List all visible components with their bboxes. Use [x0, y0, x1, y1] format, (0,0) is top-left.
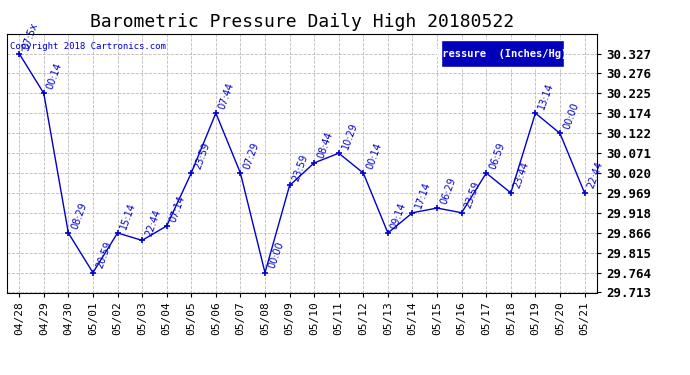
- Text: Copyright 2018 Cartronics.com: Copyright 2018 Cartronics.com: [10, 42, 166, 51]
- Text: 00:14: 00:14: [365, 141, 384, 170]
- Text: 09:14: 09:14: [389, 201, 408, 230]
- Text: 06:59: 06:59: [488, 141, 506, 170]
- Text: 06:29: 06:29: [438, 176, 457, 205]
- Text: 22:44: 22:44: [144, 208, 162, 238]
- Text: 13:14: 13:14: [537, 81, 555, 110]
- Text: 07:14: 07:14: [168, 194, 187, 223]
- Text: 22:44: 22:44: [586, 160, 605, 190]
- Text: 07:44: 07:44: [217, 81, 236, 110]
- Text: 00:00: 00:00: [266, 240, 285, 270]
- Title: Barometric Pressure Daily High 20180522: Barometric Pressure Daily High 20180522: [90, 13, 514, 31]
- Text: 10:29: 10:29: [340, 121, 359, 150]
- Text: 08:44: 08:44: [315, 130, 335, 160]
- Text: 17:14: 17:14: [414, 180, 433, 210]
- Text: 23:59: 23:59: [291, 153, 310, 183]
- Text: 07:29: 07:29: [241, 141, 261, 170]
- FancyBboxPatch shape: [440, 40, 564, 68]
- Text: 23:44: 23:44: [512, 160, 531, 190]
- Text: Pressure  (Inches/Hg): Pressure (Inches/Hg): [435, 49, 567, 59]
- Text: 23:59: 23:59: [463, 180, 482, 210]
- Text: 20:59: 20:59: [95, 240, 113, 270]
- Text: 15:14: 15:14: [119, 201, 138, 230]
- Text: 00:00: 00:00: [562, 101, 580, 130]
- Text: 23:59: 23:59: [193, 141, 212, 170]
- Text: 08:29: 08:29: [70, 201, 89, 230]
- Text: 00:14: 00:14: [45, 61, 64, 90]
- Text: 07:5x: 07:5x: [21, 21, 39, 51]
